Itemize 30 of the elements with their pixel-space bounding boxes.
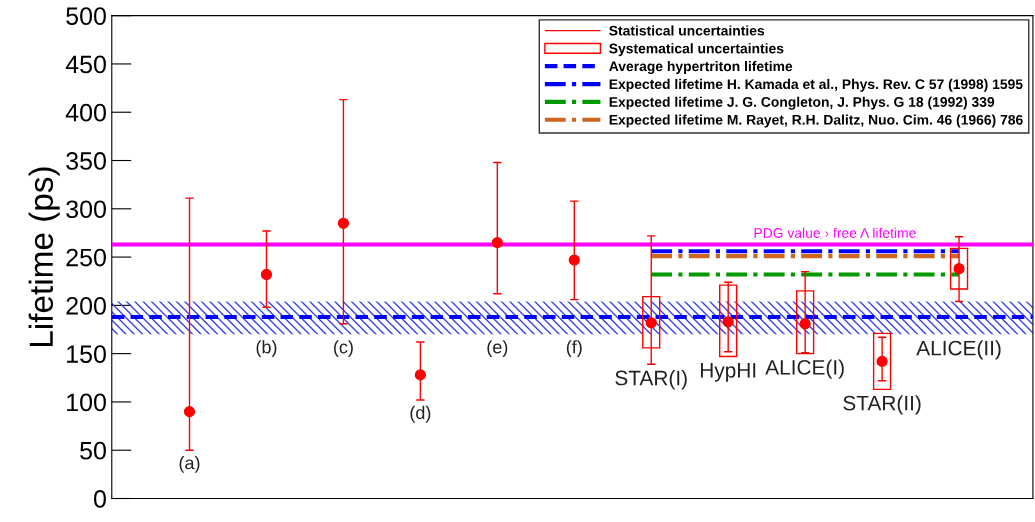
legend-label: Expected lifetime H. Kamada et al., Phys. Rev. C 57 (1998) 1595 [609,78,1023,92]
y-tick-label: 150 [67,345,106,363]
y-tick-label: 0 [93,490,106,508]
x-tick-label: (b) [256,340,277,357]
x-tick-label: ALICE(I) [765,359,844,379]
legend-label: Statistical uncertainties [609,25,765,36]
y-tick-label: 250 [66,248,106,267]
y-axis-title: Lifetime (ps) [28,167,60,347]
x-tick-label: STAR(I) [615,370,687,390]
y-tick-label: 450 [65,55,106,74]
x-tick-label: ALICE(II) [916,340,1001,360]
x-tick-label: (a) [179,456,200,473]
y-tick-label: 350 [66,152,106,170]
x-tick-label: (f) [566,340,582,357]
legend-label: Systematical uncertainties [609,43,784,57]
x-tick-label: HypHI [700,363,756,382]
y-tick-label: 400 [65,103,106,122]
y-tick-label: 500 [66,7,106,25]
y-tick-label: 50 [80,441,106,460]
y-tick-label: 100 [67,393,106,412]
x-tick-label: (d) [410,405,431,423]
annotation: PDG value › free Λ lifetime [754,227,916,238]
legend-label: Expected lifetime M. Rayet, R.H. Dalitz, Nuo. Cim. 46 (1966) 786 [609,114,1023,128]
legend-label: Average hypertriton lifetime [609,61,793,75]
y-tick-label: 200 [66,296,106,315]
y-tick-label: 300 [66,200,106,219]
x-tick-label: (c) [334,340,353,357]
x-tick-label: STAR(II) [843,395,921,415]
x-tick-label: (e) [487,340,508,357]
legend-label: Expected lifetime J. G. Congleton, J. Phys. G 18 (1992) 339 [609,96,995,110]
